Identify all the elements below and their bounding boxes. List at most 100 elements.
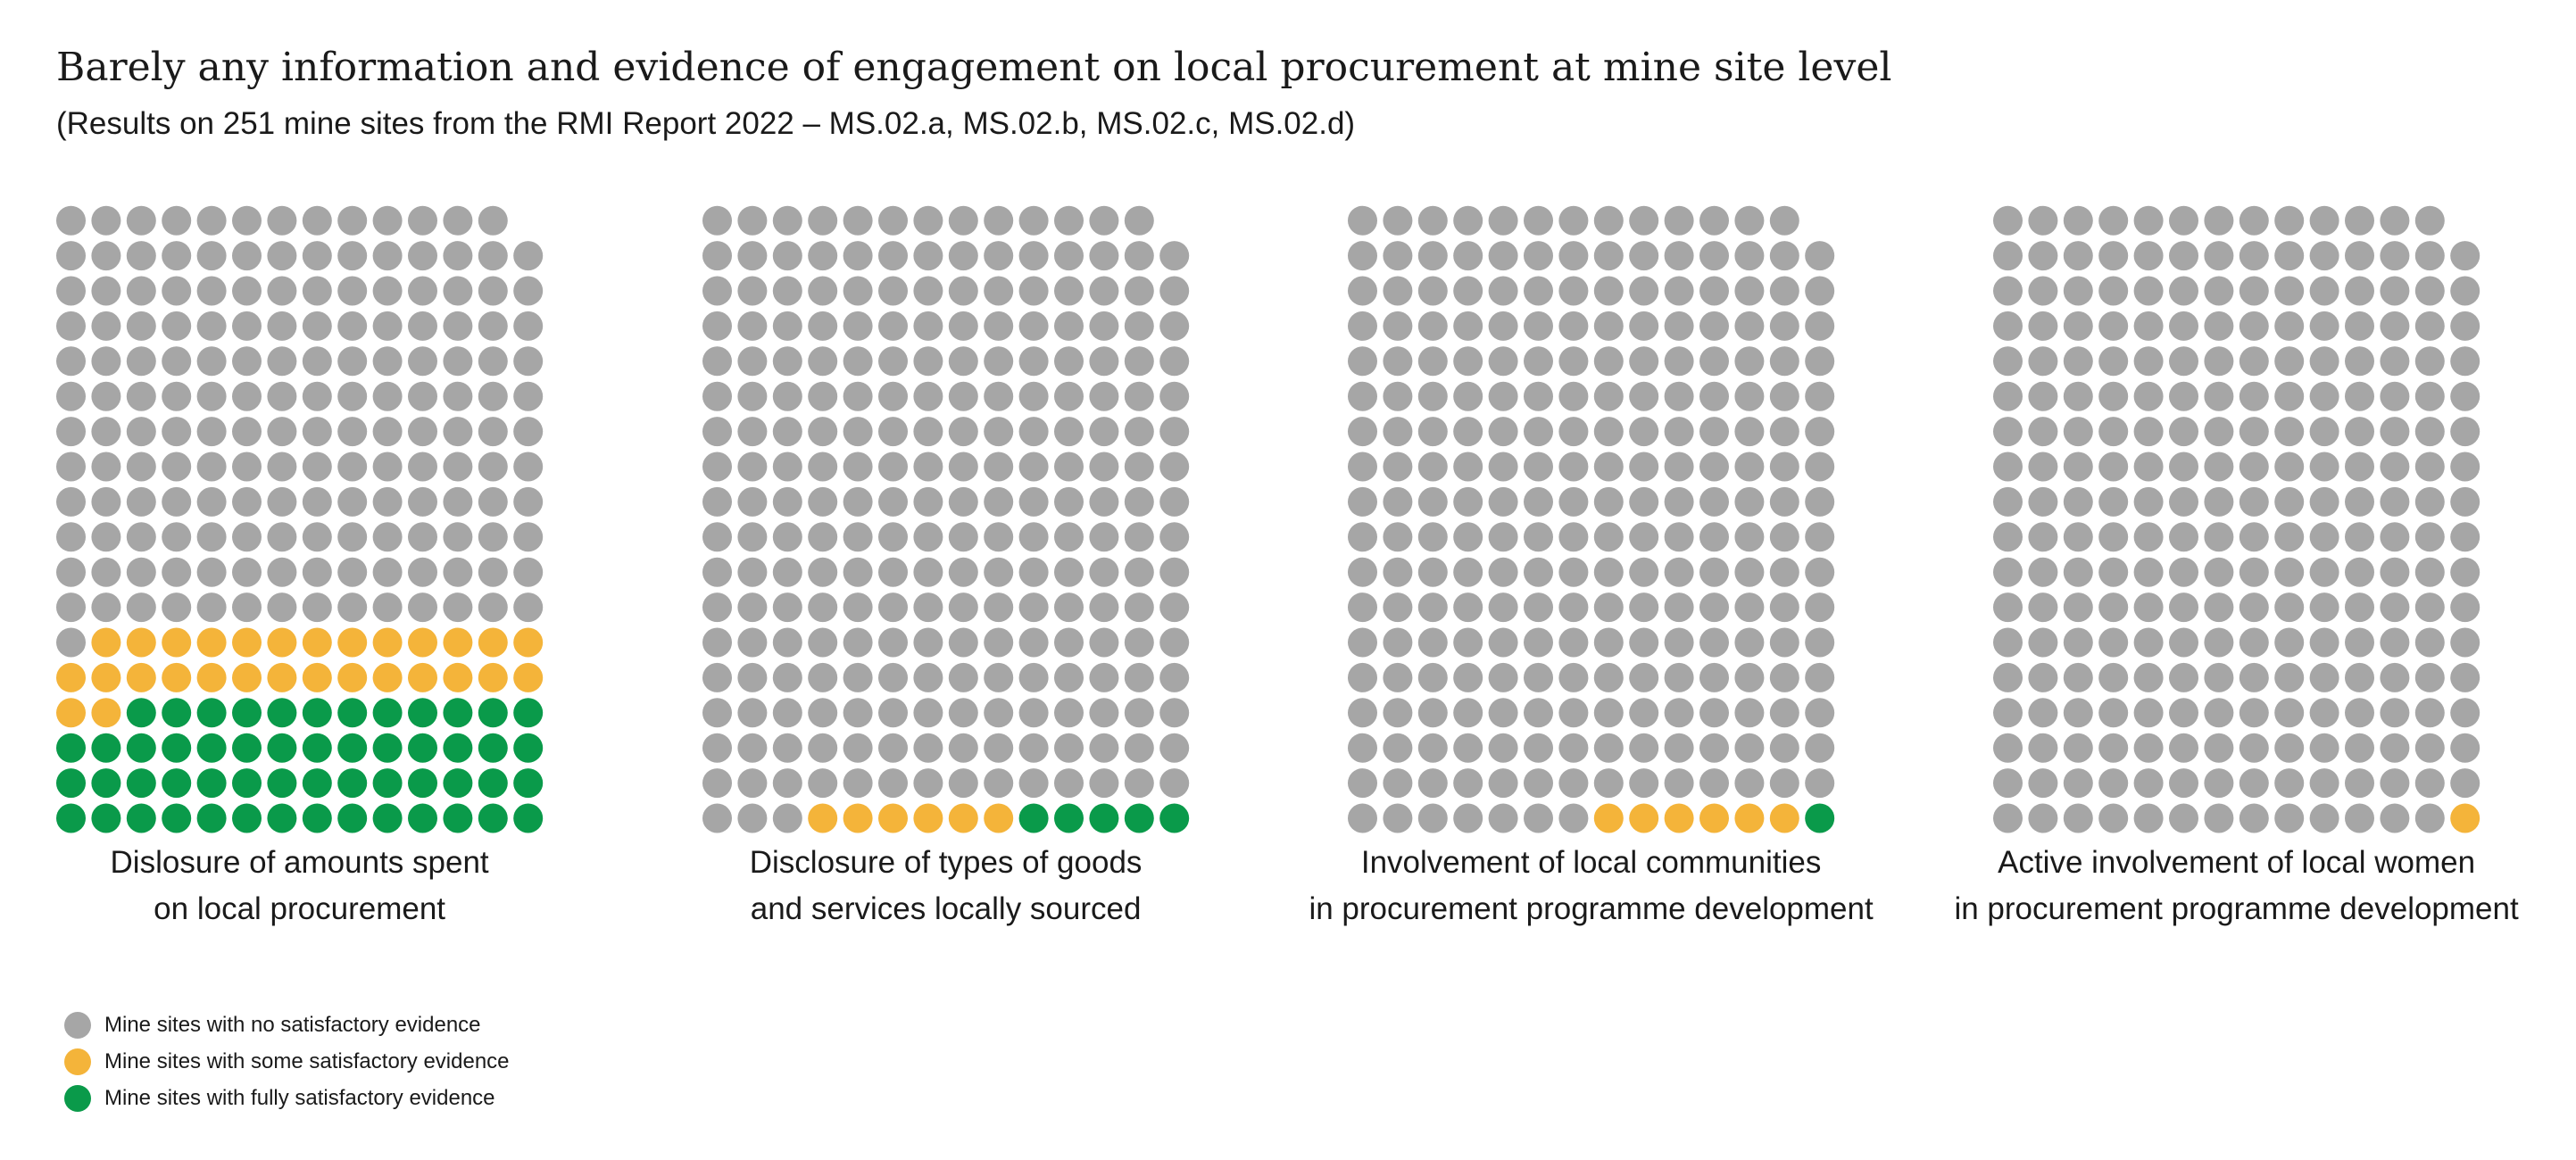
waffle-dot	[2309, 557, 2339, 587]
waffle-dot	[56, 803, 86, 833]
waffle-dot	[2450, 733, 2480, 763]
waffle-dot	[2450, 768, 2480, 799]
waffle-dot	[302, 205, 332, 236]
waffle-dot	[702, 205, 732, 236]
waffle-dot	[2028, 522, 2058, 552]
waffle-dot	[513, 486, 544, 517]
waffle-dot	[1734, 241, 1765, 271]
waffle-dot	[2204, 311, 2234, 341]
waffle-dot	[2133, 346, 2164, 377]
waffle-dot	[1018, 452, 1049, 482]
waffle-dot	[1664, 346, 1694, 377]
waffle-dot	[2414, 627, 2445, 658]
legend-label-none: Mine sites with no satisfactory evidence	[104, 1012, 481, 1037]
waffle-dot	[2450, 522, 2480, 552]
waffle-dot	[913, 698, 943, 728]
waffle-dot	[1453, 346, 1483, 377]
waffle-dot	[948, 381, 978, 411]
waffle-dot	[843, 486, 873, 517]
waffle-dot	[1383, 522, 1413, 552]
waffle-dot	[513, 803, 544, 833]
waffle-dot	[1734, 733, 1765, 763]
waffle-dot	[372, 733, 403, 763]
waffle-dot	[1488, 627, 1518, 658]
waffle-dot	[1805, 381, 1835, 411]
waffle-dot	[737, 768, 768, 799]
waffle-dot	[1018, 241, 1049, 271]
waffle-dot	[808, 557, 838, 587]
waffle-dot	[1453, 381, 1483, 411]
waffle-dot	[1417, 698, 1448, 728]
waffle-dot	[91, 241, 121, 271]
waffle-dot	[1124, 557, 1154, 587]
waffle-dot	[372, 276, 403, 306]
waffle-dot	[126, 627, 156, 658]
waffle-dot	[196, 662, 227, 692]
waffle-dot	[2309, 522, 2339, 552]
waffle-dot	[1524, 803, 1553, 833]
waffle-dot	[772, 346, 802, 377]
waffle-dot	[737, 311, 768, 341]
waffle-dot	[1558, 557, 1589, 587]
waffle-dot	[337, 205, 368, 236]
waffle-dot	[1593, 452, 1624, 482]
waffle-dot	[1524, 417, 1553, 447]
waffle-dot	[1524, 346, 1553, 377]
waffle-dot	[2380, 522, 2410, 552]
waffle-dot	[1593, 381, 1624, 411]
waffle-dot	[2098, 276, 2129, 306]
waffle-dot	[232, 803, 262, 833]
waffle-dot	[1348, 522, 1377, 552]
waffle-dot	[337, 803, 368, 833]
waffle-dot	[772, 662, 802, 692]
waffle-dot	[1593, 627, 1624, 658]
waffle-dot	[2345, 486, 2374, 517]
waffle-dot	[372, 768, 403, 799]
waffle-dot	[1699, 803, 1729, 833]
waffle-dot	[1383, 592, 1413, 623]
waffle-dot	[162, 486, 192, 517]
waffle-dot	[1417, 311, 1448, 341]
waffle-dot	[737, 241, 768, 271]
waffle-dot	[56, 486, 86, 517]
waffle-dot	[56, 241, 86, 271]
waffle-dot	[1383, 346, 1413, 377]
waffle-dot	[2380, 803, 2410, 833]
waffle-dot	[1348, 241, 1377, 271]
waffle-dot	[1629, 486, 1659, 517]
waffle-dot	[702, 803, 732, 833]
waffle-dot	[91, 627, 121, 658]
waffle-dot	[1488, 557, 1518, 587]
waffle-dot	[196, 768, 227, 799]
waffle-dot	[2414, 311, 2445, 341]
waffle-dot	[1348, 346, 1377, 377]
waffle-dot	[267, 698, 297, 728]
waffle-dot	[372, 557, 403, 587]
waffle-dot	[2380, 452, 2410, 482]
waffle-dot	[2169, 486, 2198, 517]
waffle-dot	[1159, 346, 1190, 377]
waffle-dot	[1769, 417, 1799, 447]
waffle-dot	[302, 627, 332, 658]
waffle-dot	[2309, 768, 2339, 799]
waffle-dot	[1629, 417, 1659, 447]
waffle-dot	[1769, 205, 1799, 236]
waffle-dot	[772, 311, 802, 341]
waffle-dot	[2098, 768, 2129, 799]
waffle-dot	[1699, 522, 1729, 552]
waffle-dot	[1524, 276, 1553, 306]
waffle-dot	[2133, 452, 2164, 482]
waffle-dot	[2274, 311, 2305, 341]
waffle-dot	[2309, 241, 2339, 271]
waffle-dot	[772, 417, 802, 447]
waffle-dot	[737, 803, 768, 833]
waffle-dot	[1629, 346, 1659, 377]
waffle-dot	[2450, 452, 2480, 482]
waffle-dot	[267, 522, 297, 552]
waffle-dot	[808, 417, 838, 447]
legend-item-some: Mine sites with some satisfactory eviden…	[64, 1043, 510, 1080]
waffle-dot	[1664, 381, 1694, 411]
waffle-dot	[913, 346, 943, 377]
waffle-dot	[1993, 803, 2023, 833]
waffle-dot	[948, 417, 978, 447]
